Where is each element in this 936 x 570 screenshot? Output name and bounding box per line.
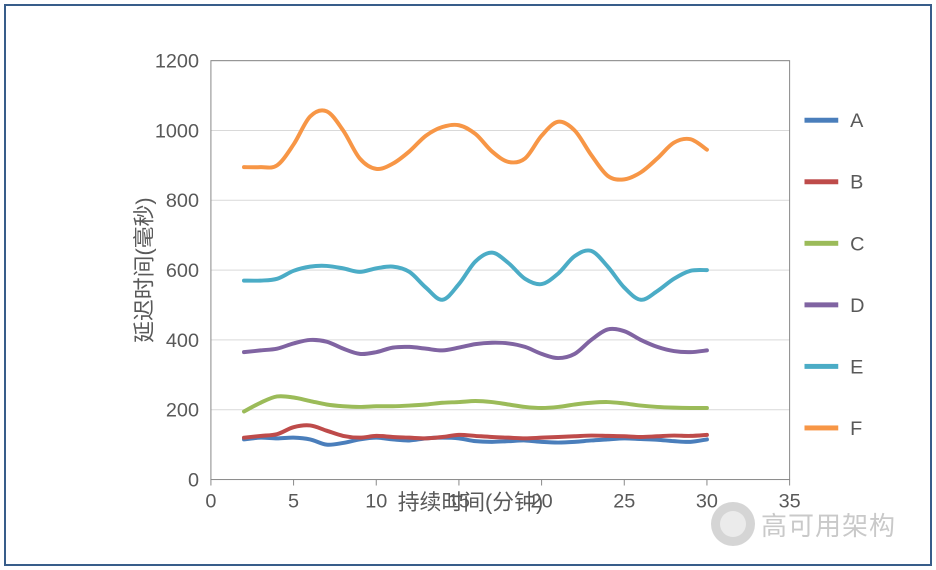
legend-swatch-f — [804, 425, 838, 430]
chart-svg: 02004006008001000120005101520253035延迟时间(… — [16, 16, 920, 554]
y-tick-label: 600 — [166, 260, 199, 282]
legend-label-d: D — [850, 295, 864, 317]
legend-swatch-a — [804, 118, 838, 123]
series-c — [244, 396, 707, 411]
y-tick-label: 200 — [166, 400, 199, 422]
legend-label-b: B — [850, 172, 863, 194]
series-d — [244, 329, 707, 358]
series-f — [244, 110, 707, 179]
x-tick-label: 10 — [365, 490, 387, 512]
x-tick-label: 0 — [205, 490, 216, 512]
series-e — [244, 250, 707, 299]
y-tick-label: 1000 — [155, 120, 199, 142]
legend-swatch-d — [804, 302, 838, 307]
legend-label-e: E — [850, 356, 863, 378]
y-axis-title: 延迟时间(毫秒) — [131, 197, 156, 343]
legend-label-f: F — [850, 418, 862, 440]
legend-swatch-b — [804, 179, 838, 184]
y-tick-label: 1200 — [155, 51, 199, 73]
chart-frame: 02004006008001000120005101520253035延迟时间(… — [4, 4, 932, 566]
legend-label-a: A — [850, 110, 864, 132]
legend-swatch-c — [804, 241, 838, 246]
legend-swatch-e — [804, 364, 838, 369]
x-tick-label: 30 — [696, 490, 718, 512]
x-tick-label: 5 — [288, 490, 299, 512]
y-tick-label: 400 — [166, 330, 199, 352]
x-tick-label: 25 — [613, 490, 635, 512]
chart-area: 02004006008001000120005101520253035延迟时间(… — [16, 16, 920, 554]
series-b — [244, 425, 707, 438]
y-tick-label: 0 — [188, 470, 199, 492]
y-tick-label: 800 — [166, 190, 199, 212]
x-tick-label: 35 — [779, 490, 801, 512]
legend-label-c: C — [850, 233, 864, 255]
x-axis-title: 持续时间(分钟) — [398, 489, 544, 514]
